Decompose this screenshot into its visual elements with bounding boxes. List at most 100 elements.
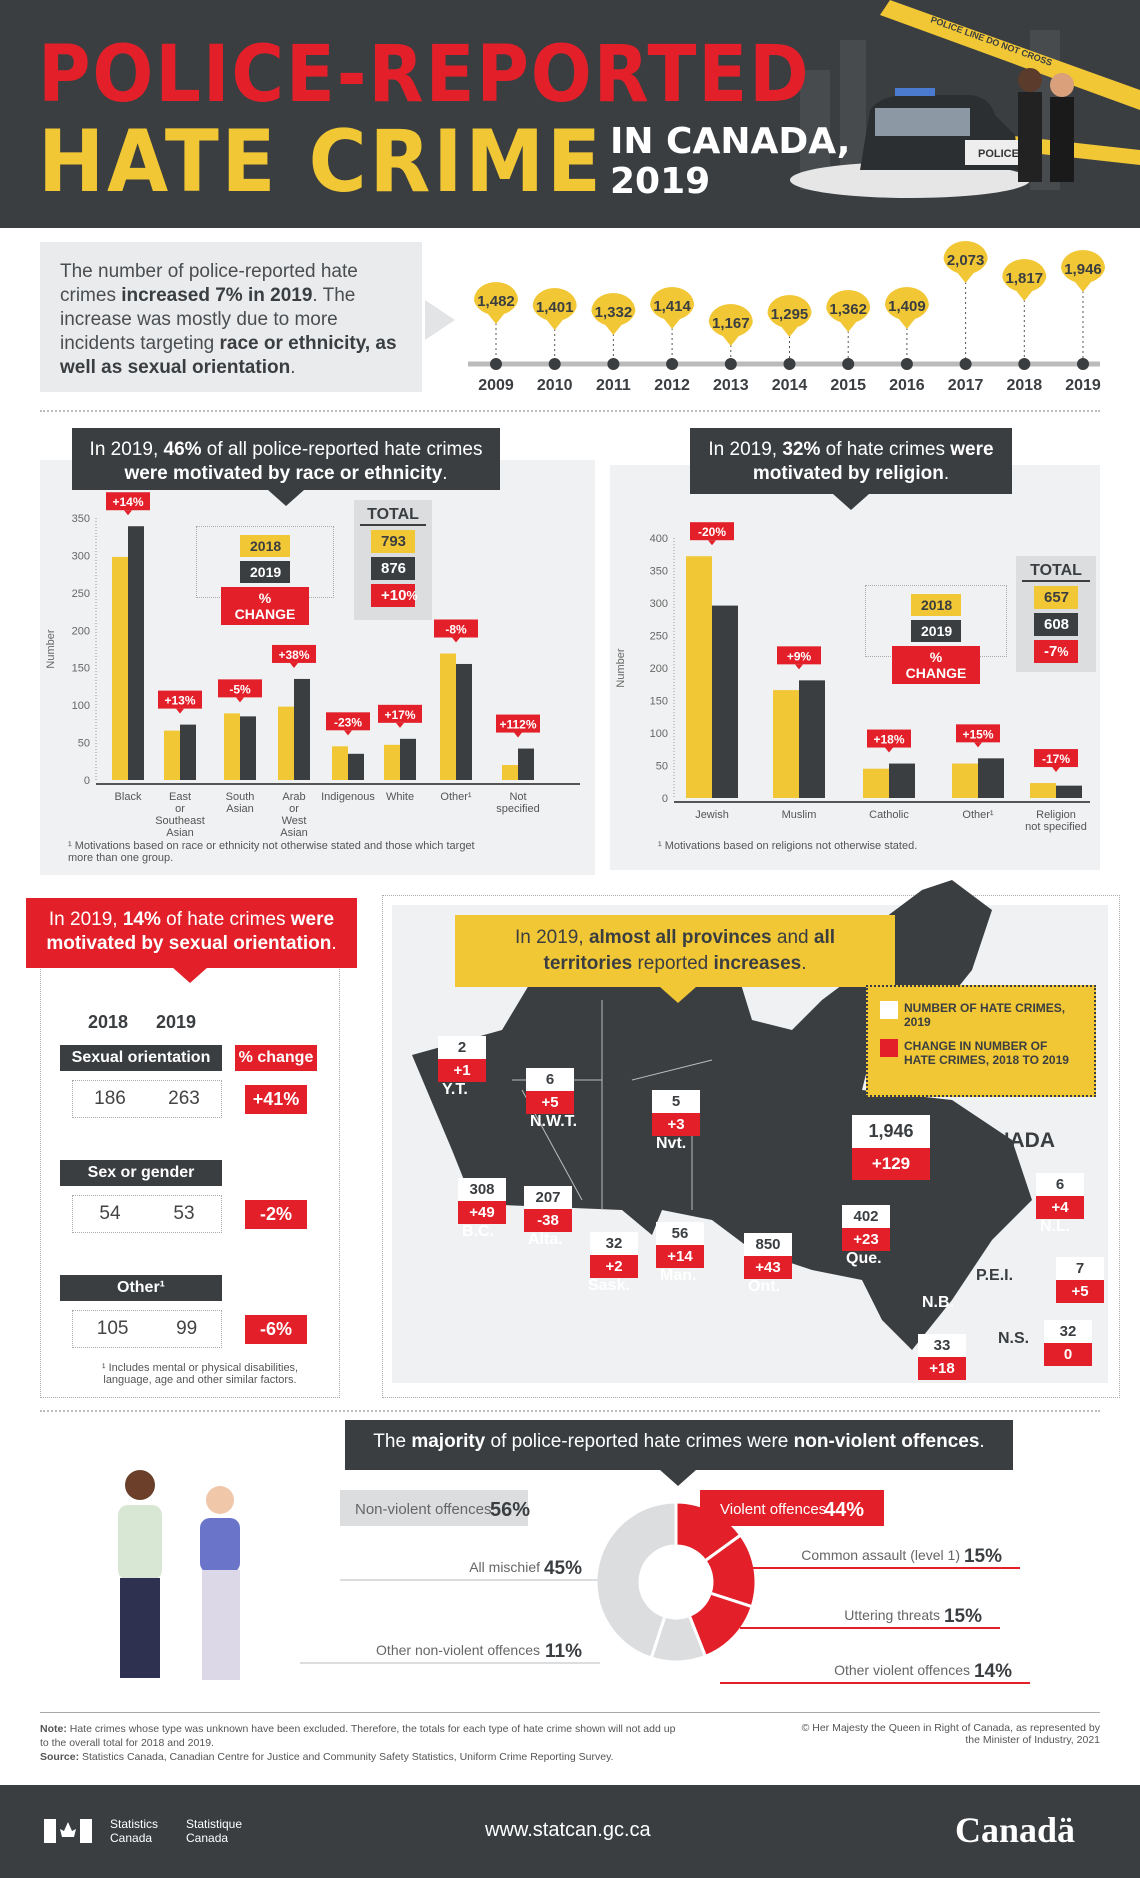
y-axis-label: Number — [615, 648, 627, 687]
y-tick-label: 300 — [72, 550, 90, 562]
category-label: not specified — [1025, 821, 1087, 833]
category-label: specified — [496, 803, 539, 815]
timeline-dot — [783, 358, 796, 370]
intro-text: The number of police-reported hate crime… — [40, 242, 422, 392]
col-2018: 2018 — [88, 1012, 129, 1032]
bar-2019 — [456, 663, 472, 780]
category-label: or — [289, 803, 299, 815]
divider — [40, 1410, 1100, 1412]
change-badge — [777, 646, 821, 665]
category-label: Indigenous — [321, 791, 375, 803]
category-label: Catholic — [869, 809, 909, 821]
change-badge — [272, 644, 316, 663]
region-ont: 850 +43 — [744, 1233, 792, 1279]
category-label: Jewish — [695, 809, 729, 821]
map-legend: NUMBER OF HATE CRIMES, 2019 CHANGE IN NU… — [866, 985, 1096, 1097]
bar-2019 — [518, 748, 534, 780]
bar-2019 — [799, 680, 825, 798]
category-label: South — [226, 791, 255, 803]
region-nl: 6 +4 — [1036, 1173, 1084, 1219]
footer: Statistics Canada Statistique Canada www.s… — [0, 1785, 1140, 1878]
category-label: Asian — [226, 803, 254, 815]
bar-2019 — [128, 526, 144, 780]
category-label: Religion — [1036, 809, 1076, 821]
bar-2018 — [686, 556, 712, 798]
canada-flag-icon — [44, 1819, 92, 1843]
value-row: 186 263 — [72, 1080, 222, 1118]
title-line-2: HATE CRIME — [38, 112, 604, 212]
change-badge: +41% — [245, 1085, 307, 1114]
y-tick-label: 400 — [650, 533, 668, 545]
category-label: Not — [509, 791, 526, 803]
bar-2019 — [978, 758, 1004, 798]
change-label: +13% — [164, 694, 195, 708]
change-badge: -6% — [245, 1315, 307, 1344]
race-total: TOTAL 793 876 +10% — [354, 500, 432, 620]
sexual-title: In 2019, 14% of hate crimes were motivat… — [26, 898, 357, 968]
region-name: N.B. — [922, 1294, 954, 1311]
slice-pct: 14% — [974, 1661, 1012, 1682]
timeline-value: 1,409 — [888, 298, 926, 315]
timeline-value: 1,946 — [1064, 261, 1102, 278]
divider — [40, 1712, 1100, 1713]
header: POLICE LINE DO NOT CROSS POLICE POLICE-R… — [0, 0, 1140, 228]
category-label: Asian — [280, 827, 308, 839]
caret-icon — [172, 967, 208, 983]
timeline-dot — [959, 358, 972, 370]
change-label: +17% — [384, 708, 415, 722]
bar-2018 — [952, 763, 978, 798]
change-label: -23% — [334, 715, 362, 729]
website-link[interactable]: www.statcan.gc.ca — [485, 1819, 651, 1841]
race-bar-chart: Number050100150200250300350+14%BlackBlac… — [45, 492, 580, 839]
y-tick-label: 200 — [72, 625, 90, 637]
notes: Note: Hate crimes whose type was unknown… — [40, 1723, 676, 1763]
race-legend: 2018 2019% CHANGE — [196, 526, 334, 625]
region-name: Alta. — [528, 1231, 563, 1248]
y-tick-label: 150 — [72, 663, 90, 675]
category-label: Other¹ — [440, 791, 472, 803]
change-label: +38% — [278, 648, 309, 662]
region-name: B.C. — [462, 1223, 494, 1240]
region-name: Nvt. — [656, 1135, 687, 1152]
timeline-value: 1,167 — [712, 315, 750, 332]
row-label: Sexual orientation — [60, 1045, 222, 1071]
offences-title: The majority of police-reported hate cri… — [345, 1420, 1013, 1470]
change-badge — [326, 712, 370, 731]
caret-icon — [660, 1470, 696, 1486]
bar-2018 — [863, 768, 889, 798]
y-tick-label: 250 — [650, 631, 668, 643]
slice-label: Common assault (level 1) — [801, 1547, 960, 1563]
change-badge-pointer — [290, 662, 298, 668]
y-axis-label: Number — [45, 629, 57, 668]
timeline-value: 1,401 — [536, 299, 574, 316]
title-subtitle: IN CANADA, 2019 — [610, 121, 851, 202]
change-badge — [690, 522, 734, 541]
col-2019: 2019 — [156, 1012, 197, 1032]
sexual-footnote: ¹ Includes mental or physical disabiliti… — [101, 1362, 299, 1386]
category-label: East — [169, 791, 191, 803]
change-badge-pointer — [708, 540, 716, 546]
donut-slice — [594, 1500, 678, 1660]
region-name: Y.T. — [442, 1081, 468, 1098]
timeline-bubble — [884, 287, 929, 329]
change-badge — [218, 679, 262, 698]
caret-icon — [833, 494, 869, 510]
nonviolent-header — [340, 1490, 528, 1526]
timeline-bubble — [767, 295, 812, 337]
timeline-year: 2014 — [772, 377, 808, 394]
nonviolent-pct: 56% — [490, 1499, 530, 1521]
region-yt: 2 +1 — [438, 1036, 486, 1082]
change-badge-pointer — [236, 697, 244, 703]
timeline-value: 1,817 — [1006, 270, 1044, 287]
y-tick-label: 350 — [650, 566, 668, 578]
pct-change-header: % change — [235, 1045, 317, 1071]
timeline-bubble — [650, 287, 695, 329]
y-tick-label: 300 — [650, 598, 668, 610]
bar-2019 — [294, 678, 310, 780]
bar-2019 — [712, 605, 738, 798]
change-label: -5% — [229, 682, 251, 696]
people-illustration — [118, 1470, 240, 1680]
map-title: In 2019, almost all provinces and all te… — [455, 915, 895, 987]
bar-2019 — [180, 724, 196, 780]
category-label: Muslim — [782, 809, 817, 821]
